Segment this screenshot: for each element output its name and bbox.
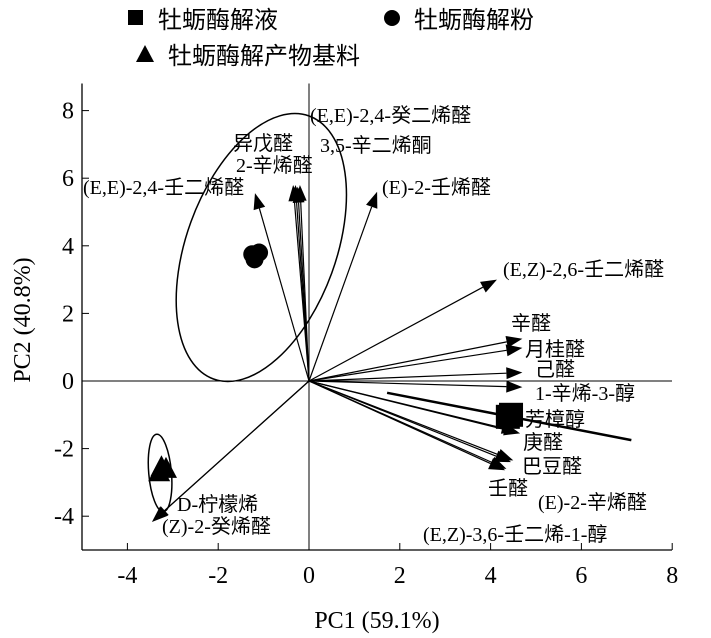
loading-label: (E,E)-2,4-壬二烯醛 [83,176,244,199]
loading-arrow-head [506,367,523,380]
legend-label-base: 牡蛎酶解产物基料 [168,43,360,70]
loading-arrow-shaft [293,200,310,382]
loading-arrow-shaft [308,349,507,382]
y-tick-label: -2 [54,437,74,463]
y-axis-title: PC2 (40.8%) [10,257,36,382]
loading-arrow-head [505,344,523,357]
loading-arrow-shaft [308,380,493,463]
loading-arrow-head [489,456,507,469]
loading-arrow-head [493,450,512,463]
loading-arrow-shaft [308,372,507,382]
x-tick-label: 4 [485,563,497,589]
loading-label: 己醛 [535,358,575,381]
loading-arrow-shaft [300,200,310,382]
loading-arrow-head [253,193,266,211]
x-tick-label: 8 [666,563,678,589]
loading-label: 2-辛烯醛 [236,154,313,177]
loading-label: D-柠檬烯 [177,493,258,516]
loading-arrow-shaft [308,206,373,382]
loading-arrow-shaft [308,380,505,431]
sample-point-triangle [150,455,173,477]
y-tick-label: -4 [54,504,74,530]
axes: -4 -2 0 2 4 6 8 -4 -2 0 2 4 6 8 [54,83,678,589]
y-tick-label: 4 [62,234,74,260]
loading-label: (E)-2-辛烯醛 [538,491,647,514]
loading-arrow-shaft [308,380,497,457]
loading-label: 辛醛 [511,312,551,335]
loading-arrow-shaft [308,380,507,388]
loading-arrow-shaft [258,208,310,382]
loading-label: (E,Z)-2,6-壬二烯醛 [503,258,664,281]
loading-arrow-head [366,191,378,209]
loading-label: 3,5-辛二烯酮 [320,134,432,157]
x-axis-title: PC1 (59.1%) [314,608,439,634]
loading-arrows [151,184,523,522]
x-tick-label: -4 [117,563,137,589]
loading-arrow-head [152,506,169,522]
legend-label-liquid: 牡蛎酶解液 [158,7,278,34]
loading-label: (E)-2-壬烯醛 [382,176,491,199]
legend-triangle-marker [136,45,154,62]
legend-label-powder: 牡蛎酶解粉 [414,7,534,34]
loading-label: 巴豆醛 [522,455,582,478]
loading-label: 芳樟醇 [525,408,585,431]
y-tick-label: 6 [62,166,74,192]
x-tick-label: 0 [303,563,315,589]
loading-label: (E,Z)-3,6-壬二烯-1-醇 [423,523,607,546]
legend-square-marker [128,10,143,25]
loading-arrow-shaft [164,380,310,512]
sample-points [148,243,524,482]
loading-arrow-head [505,335,523,348]
x-tick-label: 6 [575,563,587,589]
legend-circle-marker [384,10,400,26]
sample-point-circle [243,245,262,264]
y-tick-label: 2 [62,301,74,327]
loading-label: 壬醛 [488,477,528,500]
x-tick-label: -2 [208,563,228,589]
loading-label: 异戊醛 [233,132,293,155]
x-tick-label: 2 [394,563,406,589]
loading-arrow-head [506,380,523,393]
y-tick-label: 0 [62,369,74,395]
loading-label: 月桂醛 [525,338,585,361]
loading-arrow-shaft [308,286,484,382]
loading-label: (Z)-2-癸烯醛 [162,515,271,538]
y-tick-label: 8 [62,99,74,125]
loading-label: 1-辛烯-3-醇 [535,382,635,405]
loading-arrow-head [294,184,307,202]
loading-label: 庚醛 [523,431,563,454]
loading-arrow-head [480,279,497,293]
confidence-ellipse [175,112,348,383]
sample-point-square [499,402,524,427]
legend: 牡蛎酶解液 牡蛎酶解粉 牡蛎酶解产物基料 [128,7,534,70]
loading-arrow-shaft [308,341,507,382]
loading-labels: (E,E)-2,4-癸二烯醛 3,5-辛二烯酮 异戊醛2-辛烯醛(E,E)-2,4-… [83,104,664,546]
loading-label: (E,E)-2,4-癸二烯醛 [310,104,471,127]
